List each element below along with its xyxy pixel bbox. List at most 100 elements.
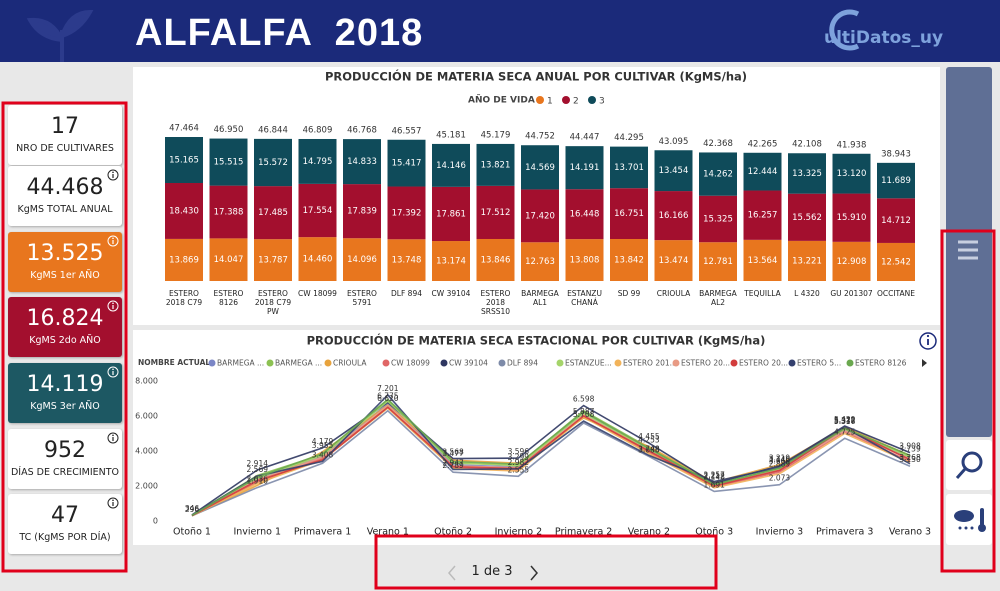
bar-segment	[209, 185, 248, 239]
legend-marker	[382, 359, 390, 367]
bar-segment	[521, 189, 559, 243]
x-tick-label: BARMEGA AL2	[699, 289, 737, 307]
bar-segment	[298, 237, 337, 281]
kpi-value: 44.468	[26, 175, 104, 200]
bar-segment	[165, 238, 203, 281]
total-label: 45.181	[436, 130, 466, 140]
data-label: 16.166	[659, 211, 689, 221]
data-label: 3.130	[899, 455, 921, 464]
x-tick-label: ESTANZU CHANÁ	[567, 289, 602, 307]
legend-marker	[536, 96, 544, 104]
data-label: 3.739	[899, 445, 921, 454]
logo-text: ultiDatos_uy	[824, 28, 944, 48]
data-label: 17.839	[347, 207, 377, 217]
bar-segment	[343, 139, 381, 185]
data-label: 13.869	[169, 255, 199, 265]
data-label: 6.620	[377, 394, 399, 403]
data-label: 14.833	[347, 157, 377, 167]
data-label: 3.477	[442, 449, 464, 458]
data-label: 4.455	[638, 432, 660, 441]
x-tick-label: TEQUILLA	[744, 289, 781, 298]
data-label: 4.725	[834, 427, 856, 436]
bar-segment	[343, 238, 381, 281]
prev-page[interactable]	[448, 565, 456, 581]
x-tick-label: ESTERO 2018 SRSS10	[480, 289, 511, 316]
data-label: 15.910	[837, 213, 867, 223]
data-label: 5.429	[834, 415, 856, 424]
bar-segment	[877, 198, 915, 243]
menu-button[interactable]	[958, 240, 978, 260]
x-tick-label: Primavera 3	[816, 527, 873, 538]
sidebar-panel	[946, 67, 992, 437]
search-button[interactable]	[946, 440, 992, 490]
legend-label: ESTERO 8126	[855, 359, 907, 368]
data-label: 14.146	[436, 161, 466, 171]
bar-segment	[209, 138, 248, 186]
total-label: 38.943	[881, 149, 911, 159]
data-label: 11.689	[881, 176, 911, 186]
kpi-label: KgMS TOTAL ANUAL	[17, 204, 113, 215]
x-tick-label: Primavera 2	[555, 527, 612, 538]
data-label: 2.889	[769, 459, 791, 468]
bar-segment	[654, 150, 693, 192]
bar-segment	[610, 239, 648, 281]
x-tick-label: Invierno 3	[756, 527, 804, 538]
legend-marker	[730, 359, 738, 367]
data-label: 13.748	[392, 256, 422, 266]
data-label: 15.417	[392, 159, 422, 169]
data-label: 5.887	[573, 407, 595, 416]
data-label: 4.253	[638, 436, 660, 445]
bar-segment	[743, 152, 782, 191]
kpi-value: 16.824	[26, 306, 104, 331]
legend-title: NOMBRE ACTUAL	[138, 358, 210, 367]
data-label: 14.712	[881, 216, 911, 226]
x-tick-label: ESTERO 2018 C79 PW	[254, 289, 292, 316]
bar-segment	[743, 190, 782, 240]
kpi-label: KgMS 1er AÑO	[30, 270, 100, 281]
kpi-card: 17 NRO DE CULTIVARES	[8, 105, 122, 165]
kpi-card: 14.119 KgMS 3er AÑO	[8, 363, 122, 423]
data-label: 3.955	[312, 441, 334, 450]
series-line	[191, 409, 911, 517]
data-label: 3.596	[508, 447, 530, 456]
data-label: 12.781	[703, 257, 733, 267]
data-label: 17.861	[436, 209, 466, 219]
search-icon	[955, 451, 983, 479]
data-label: 18.430	[169, 206, 199, 216]
data-label: 13.564	[748, 256, 778, 266]
data-label: 16.751	[614, 209, 644, 219]
data-label: 13.821	[481, 160, 511, 170]
bar-segment	[298, 138, 337, 184]
data-label: 3.908	[899, 442, 921, 451]
data-label: 17.392	[392, 208, 422, 218]
x-tick-label: Invierno 2	[495, 527, 543, 538]
kpi-card: 13.525 KgMS 1er AÑO	[8, 232, 122, 292]
bar-segment	[832, 241, 871, 281]
bar-segment	[877, 162, 915, 199]
data-label: 2.555	[508, 465, 530, 474]
data-label: 346	[185, 504, 200, 513]
x-tick-label: L 4320	[794, 289, 820, 298]
line-panel	[133, 330, 940, 545]
legend-label: 3	[599, 97, 605, 107]
legend-label: ESTERO 5...	[797, 359, 841, 368]
legend-marker	[788, 359, 796, 367]
data-label: 2.212	[703, 471, 725, 480]
series-line	[191, 401, 911, 516]
legend-marker	[324, 359, 332, 367]
data-label: 296	[185, 505, 200, 514]
data-label: 3.748	[638, 444, 660, 453]
legend-label: ESTERO 20...	[739, 359, 788, 368]
bar-segment	[209, 238, 248, 281]
data-label: 15.165	[169, 156, 199, 166]
bar-segment	[699, 152, 737, 196]
bar-segment	[788, 193, 826, 241]
next-page[interactable]	[530, 565, 538, 581]
legend-label: CRIOULA	[333, 359, 367, 368]
total-label: 46.557	[392, 126, 422, 136]
data-label: 3.568	[442, 448, 464, 457]
kpi-card: 47 TC (KgMS POR DÍA)	[8, 494, 122, 554]
total-label: 44.447	[570, 133, 600, 143]
x-tick-label: CW 18099	[298, 289, 337, 298]
